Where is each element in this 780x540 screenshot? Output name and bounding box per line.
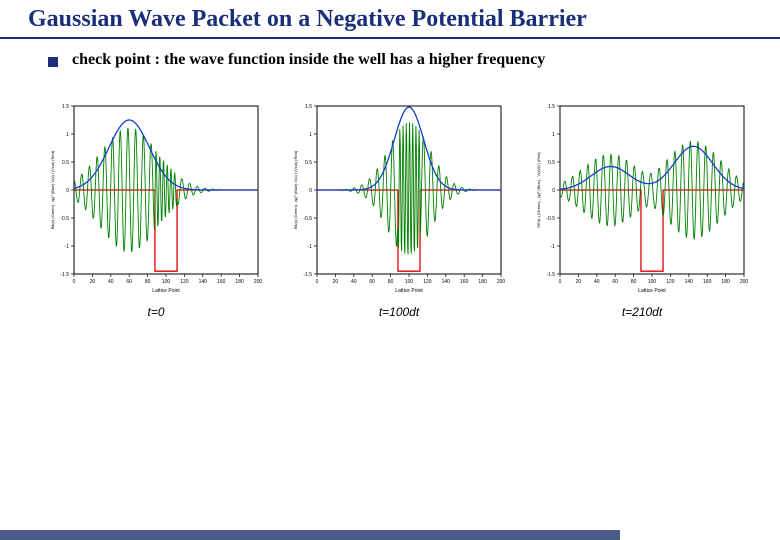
svg-text:180: 180 <box>235 279 244 285</box>
page-title: Gaussian Wave Packet on a Negative Poten… <box>0 0 780 39</box>
svg-text:-1: -1 <box>551 244 556 250</box>
svg-text:140: 140 <box>685 279 694 285</box>
svg-text:1: 1 <box>66 132 69 138</box>
chart-caption-0: t=0 <box>147 305 164 319</box>
svg-text:160: 160 <box>460 279 469 285</box>
chart-t100: 0 20 40 60 80 100 120 140 160 180 200 -1.5 -1 -0.5 0 0.… <box>289 93 509 319</box>
svg-text:1: 1 <box>552 132 555 138</box>
chart-svg-1: 0 20 40 60 80 100 120 140 160 180 200 -1.5 -1 -0.5 0 0.… <box>289 93 509 303</box>
svg-text:160: 160 <box>217 279 226 285</box>
svg-text:20: 20 <box>576 279 582 285</box>
svg-text:0: 0 <box>309 188 312 194</box>
svg-text:200: 200 <box>740 279 749 285</box>
svg-text:-0.5: -0.5 <box>60 216 69 222</box>
svg-text:Bit(x) (Green) , |ψ|² (Blue) V: Bit(x) (Green) , |ψ|² (Blue) V(x) / |Vca… <box>50 150 55 229</box>
svg-text:Bit(x) (Green) , |ψ|² (Blue) V: Bit(x) (Green) , |ψ|² (Blue) V(x) / |Vca… <box>293 150 298 229</box>
svg-text:-1.5: -1.5 <box>60 272 69 278</box>
svg-text:-1.5: -1.5 <box>546 272 555 278</box>
svg-text:-1.5: -1.5 <box>303 272 312 278</box>
chart-t210: 0 20 40 60 80 100 120 140 160 180 200 -1.5 -1 -0.5 0 0.… <box>532 93 752 319</box>
bullet-text: check point : the wave function inside t… <box>72 51 545 69</box>
svg-text:100: 100 <box>648 279 657 285</box>
svg-text:180: 180 <box>721 279 730 285</box>
footer-bar <box>0 530 620 540</box>
svg-text:0: 0 <box>73 279 76 285</box>
svg-text:200: 200 <box>254 279 263 285</box>
svg-text:Lattice Point: Lattice Point <box>395 288 423 294</box>
svg-text:120: 120 <box>423 279 432 285</box>
svg-text:1: 1 <box>309 132 312 138</box>
svg-text:0.5: 0.5 <box>305 160 312 166</box>
svg-text:80: 80 <box>631 279 637 285</box>
svg-text:40: 40 <box>351 279 357 285</box>
svg-text:0.5: 0.5 <box>548 160 555 166</box>
svg-text:Lattice Point: Lattice Point <box>152 288 180 294</box>
svg-text:100: 100 <box>162 279 171 285</box>
svg-text:-1: -1 <box>65 244 70 250</box>
svg-text:-0.5: -0.5 <box>546 216 555 222</box>
svg-text:200: 200 <box>497 279 506 285</box>
svg-text:40: 40 <box>108 279 114 285</box>
bullet-row: check point : the wave function inside t… <box>0 39 780 69</box>
svg-text:0: 0 <box>552 188 555 194</box>
svg-text:0: 0 <box>316 279 319 285</box>
svg-text:20: 20 <box>333 279 339 285</box>
chart-t0: 0 20 40 60 80 100 120 140 160 180 200 -1.5 -1 -0.5 0 0.… <box>46 93 266 319</box>
chart-svg-2: 0 20 40 60 80 100 120 140 160 180 200 -1.5 -1 -0.5 0 0.… <box>532 93 752 303</box>
svg-text:40: 40 <box>594 279 600 285</box>
svg-text:140: 140 <box>442 279 451 285</box>
svg-text:60: 60 <box>612 279 618 285</box>
svg-text:100: 100 <box>405 279 414 285</box>
svg-text:1.5: 1.5 <box>62 104 69 110</box>
svg-text:20: 20 <box>90 279 96 285</box>
chart-caption-2: t=210dt <box>622 305 662 319</box>
svg-text:0: 0 <box>559 279 562 285</box>
svg-text:180: 180 <box>478 279 487 285</box>
svg-text:60: 60 <box>369 279 375 285</box>
svg-text:160: 160 <box>703 279 712 285</box>
svg-text:0.5: 0.5 <box>62 160 69 166</box>
svg-text:Lattice Point: Lattice Point <box>638 288 666 294</box>
chart-row: 020406080100120140160180200-1.5-1-0.500.… <box>0 69 780 319</box>
svg-text:-1: -1 <box>308 244 313 250</box>
svg-text:80: 80 <box>388 279 394 285</box>
svg-text:120: 120 <box>180 279 189 285</box>
chart-caption-1: t=100dt <box>379 305 419 319</box>
svg-text:REI(L) (Green) , |ψ|² (Blue) ,: REI(L) (Green) , |ψ|² (Blue) , V(x)/|V| … <box>536 152 541 228</box>
chart-svg-0: 0 20 40 60 80 100 120 140 160 180 200 -1.5 -1 -0.5 0 0.… <box>46 93 266 303</box>
svg-text:120: 120 <box>666 279 675 285</box>
svg-text:1.5: 1.5 <box>548 104 555 110</box>
svg-text:60: 60 <box>126 279 132 285</box>
square-bullet-icon <box>48 57 58 67</box>
svg-text:0: 0 <box>66 188 69 194</box>
svg-text:1.5: 1.5 <box>305 104 312 110</box>
svg-text:80: 80 <box>145 279 151 285</box>
svg-text:-0.5: -0.5 <box>303 216 312 222</box>
svg-text:140: 140 <box>199 279 208 285</box>
